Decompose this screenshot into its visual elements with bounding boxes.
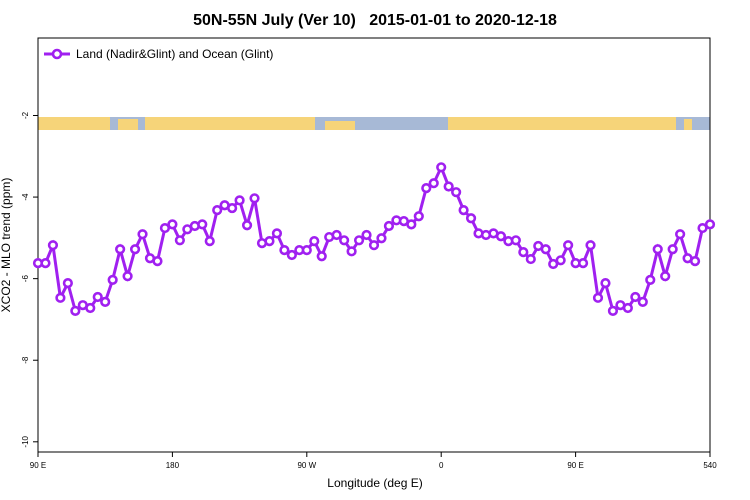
data-point [667, 244, 678, 255]
data-point [227, 202, 238, 214]
y-tick-label: -8 [21, 356, 30, 364]
data-point [525, 253, 536, 265]
data-point [316, 251, 327, 262]
data-point [443, 181, 454, 192]
data-point [637, 296, 648, 307]
data-point [353, 235, 365, 246]
data-point [137, 229, 148, 240]
data-point [197, 219, 208, 230]
data-point [85, 302, 96, 314]
data-point [152, 256, 163, 267]
data-point [630, 291, 641, 303]
data-point [607, 305, 619, 316]
data-point [383, 220, 395, 232]
data-point [555, 255, 566, 266]
data-point [652, 244, 663, 255]
legend-marker [51, 48, 63, 60]
x-tick-label: 180 [166, 461, 180, 470]
data-point [100, 296, 111, 307]
data-point [622, 302, 633, 314]
data-point [167, 219, 178, 230]
data-point [264, 236, 275, 247]
x-tick-label: 0 [439, 461, 444, 470]
series-line [38, 163, 711, 314]
data-point [339, 235, 350, 246]
x-tick-label: 90 E [567, 461, 583, 470]
data-point [309, 236, 320, 247]
data-point [331, 229, 342, 241]
data-point [234, 195, 245, 206]
y-tick-label: -10 [21, 435, 30, 447]
data-point [697, 222, 708, 234]
y-axis-label: XCO2 - MLO trend (ppm) [0, 178, 13, 313]
data-point [40, 258, 51, 269]
data-point [645, 274, 656, 285]
data-point [510, 235, 521, 246]
data-point [675, 229, 686, 240]
data-point [660, 271, 671, 282]
chart-title: 50N-55N July (Ver 10) 2015-01-01 to 2020… [193, 12, 557, 29]
data-point [428, 178, 439, 189]
y-tick-label: -2 [21, 111, 30, 119]
data-point [122, 271, 133, 282]
data-point [286, 249, 297, 261]
data-point [368, 240, 380, 251]
data-point [585, 240, 596, 251]
x-tick-label: 540 [703, 461, 717, 470]
plot-frame [37, 37, 711, 453]
y-tick-label: -4 [21, 193, 30, 201]
data-point [458, 205, 469, 216]
data-point [421, 183, 432, 194]
data-point [301, 244, 312, 256]
data-point [413, 211, 424, 222]
data-point [577, 258, 589, 269]
data-point [376, 233, 387, 244]
x-tick-label: 90 E [30, 461, 46, 470]
data-point [563, 240, 574, 251]
data-point [540, 244, 551, 255]
data-point [518, 247, 529, 258]
data-point [346, 246, 357, 257]
x-tick-label: 90 W [297, 461, 316, 470]
land-ocean-strip [38, 117, 710, 130]
data-point [107, 274, 118, 285]
legend-label: Land (Nadir&Glint) and Ocean (Glint) [76, 47, 273, 61]
data-point [704, 219, 716, 230]
data-point [406, 219, 417, 230]
data-point [204, 236, 215, 247]
data-point [361, 229, 372, 241]
data-point [92, 291, 103, 303]
data-point [436, 162, 447, 173]
data-point [495, 231, 507, 242]
data-point [249, 193, 260, 204]
data-point [129, 244, 141, 255]
data-point [47, 240, 59, 251]
x-axis-label: Longitude (deg E) [327, 476, 422, 490]
data-point [279, 244, 290, 256]
data-point [241, 220, 253, 231]
data-point [271, 228, 283, 239]
data-point [70, 305, 81, 316]
y-tick-label: -6 [21, 275, 30, 283]
data-point [55, 292, 66, 303]
data-point [451, 187, 462, 198]
data-point [159, 222, 171, 234]
data-point [174, 235, 185, 246]
data-point [465, 213, 477, 224]
data-point [212, 205, 223, 216]
data-point [62, 278, 73, 289]
data-point [548, 258, 559, 270]
data-point [115, 244, 126, 255]
data-point [592, 292, 604, 303]
data-point [689, 256, 701, 267]
data-point [600, 278, 611, 289]
